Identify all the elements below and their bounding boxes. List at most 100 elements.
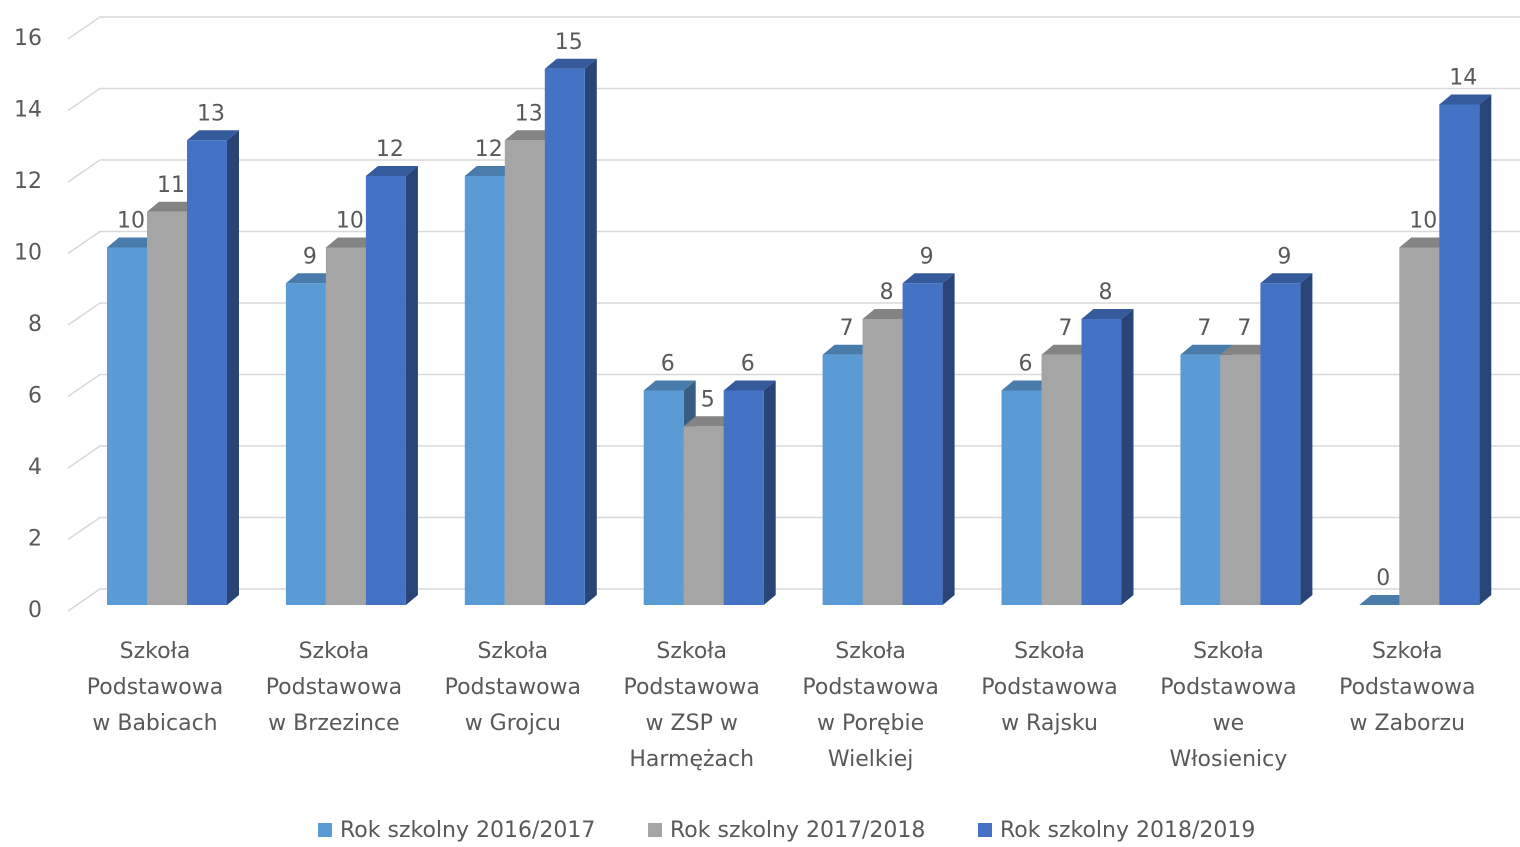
bar-front (1180, 354, 1221, 605)
bar-top (683, 416, 736, 427)
grid-line (67, 159, 1520, 183)
data-label: 13 (515, 101, 543, 126)
bar-side (1479, 94, 1492, 605)
bar-side (584, 58, 597, 605)
bar (1439, 94, 1492, 605)
data-label: 13 (197, 101, 225, 126)
bar-top (1180, 344, 1233, 355)
bar-front (365, 176, 406, 605)
x-tick-label: Szkoła Podstawowa we Włosienicy (1160, 639, 1296, 772)
y-tick-label: 16 (14, 26, 42, 51)
bar-top (1260, 273, 1313, 284)
bar-front (683, 426, 724, 605)
bar (1260, 273, 1313, 605)
data-label: 6 (661, 352, 675, 377)
data-label: 15 (555, 30, 583, 55)
data-label: 8 (880, 280, 894, 305)
y-tick-label: 10 (14, 241, 42, 266)
bar-front (544, 68, 585, 605)
grid-line (67, 230, 1520, 255)
bar-top (822, 344, 875, 355)
bar-side (1300, 273, 1313, 605)
bar-top (365, 166, 418, 176)
data-label: 5 (701, 387, 715, 412)
y-tick-label: 4 (28, 455, 42, 480)
bar-top (107, 237, 159, 248)
bar-top (1001, 380, 1054, 391)
data-label: 14 (1449, 66, 1477, 91)
bar (1359, 595, 1412, 605)
bar (187, 130, 239, 605)
legend-label: Rok szkolny 2017/2018 (670, 818, 925, 843)
bar-top (723, 380, 776, 391)
bar-front (1220, 354, 1261, 605)
grid-line (67, 16, 1520, 40)
x-tick-label: Szkoła Podstawowa w Zaborzu (1339, 639, 1475, 736)
bar-top (1081, 309, 1134, 319)
bar-side (763, 380, 776, 605)
bar-front (285, 283, 326, 605)
bar-front (1001, 390, 1042, 605)
bar-top (1041, 344, 1094, 355)
bar-side (942, 273, 955, 605)
bar-top (187, 130, 239, 141)
bar-front (325, 247, 366, 605)
grid-line (67, 302, 1520, 326)
bar (1081, 309, 1134, 605)
data-label: 7 (1059, 316, 1073, 341)
bar-front (862, 319, 903, 605)
bar-top (862, 309, 915, 319)
y-tick-label: 8 (28, 312, 42, 337)
bar-front (1041, 354, 1082, 605)
bar-top (1359, 595, 1412, 605)
bar-side (1121, 309, 1134, 605)
bar (544, 58, 597, 605)
y-tick-label: 2 (28, 527, 42, 552)
y-tick-label: 6 (28, 384, 42, 409)
bar (902, 273, 955, 605)
bar-front (1081, 319, 1122, 605)
data-label: 6 (1019, 352, 1033, 377)
y-tick-label: 14 (14, 98, 42, 123)
bar (723, 380, 776, 605)
data-label: 8 (1099, 280, 1113, 305)
bar-top (285, 273, 338, 284)
y-tick-label: 12 (14, 169, 42, 194)
data-label: 9 (1277, 244, 1291, 269)
x-tick-label: Szkoła Podstawowa w Porębie Wielkiej (802, 639, 938, 772)
bar-top (1399, 237, 1452, 248)
bar-front (723, 390, 764, 605)
bar-top (544, 58, 597, 69)
bar-top (1439, 94, 1492, 105)
data-label: 11 (157, 173, 185, 198)
legend-label: Rok szkolny 2018/2019 (1000, 818, 1255, 843)
bar-front (1399, 247, 1440, 605)
data-label: 10 (336, 209, 364, 234)
data-label: 10 (1409, 209, 1437, 234)
bar-front (107, 247, 147, 605)
legend-swatch (648, 823, 662, 837)
bar-front (643, 390, 684, 605)
bar-front (464, 176, 505, 605)
data-label: 7 (1237, 316, 1251, 341)
data-label: 12 (475, 137, 503, 162)
bar-side (405, 166, 418, 605)
data-label: 9 (303, 244, 317, 269)
bar-front (147, 211, 187, 605)
data-label: 6 (741, 352, 755, 377)
x-tick-label: Szkoła Podstawowa w Grojcu (445, 639, 581, 736)
data-label: 7 (840, 316, 854, 341)
bar-side (227, 130, 239, 605)
bar-top (643, 380, 696, 391)
data-label: 7 (1197, 316, 1211, 341)
x-tick-label: Szkoła Podstawowa w Babicach (87, 639, 223, 736)
bar-top (464, 166, 517, 176)
data-label: 9 (920, 244, 934, 269)
bar-top (325, 237, 378, 248)
bar-front (504, 140, 545, 605)
bar-front (822, 354, 863, 605)
legend-label: Rok szkolny 2016/2017 (340, 818, 595, 843)
bar-front (1260, 283, 1301, 605)
bar-front (1439, 104, 1480, 605)
